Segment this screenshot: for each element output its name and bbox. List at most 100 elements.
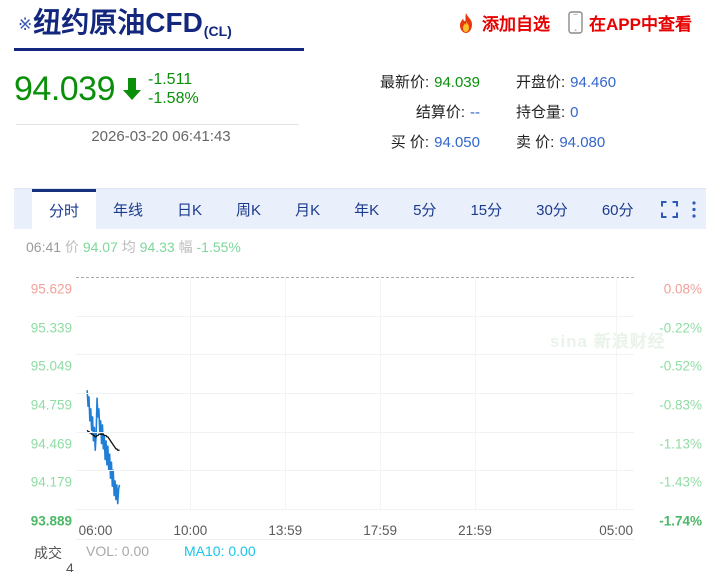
stat-value: -- — [470, 103, 480, 121]
stat-bid-price: 买 价: 94.050 — [330, 131, 480, 152]
readout-time: 06:41 — [26, 239, 62, 255]
price-tick: 94.759 — [30, 397, 72, 413]
percent-tick: -1.74% — [659, 513, 702, 529]
vertical-gridline — [474, 277, 476, 509]
tab-label: 分时 — [49, 203, 80, 220]
percent-tick: 0.08% — [663, 281, 702, 297]
gridline — [76, 431, 634, 433]
tab-8[interactable]: 30分 — [519, 189, 585, 229]
percent-axis: 0.08% -0.22% -0.52% -0.83% -1.13% -1.43% -1.74… — [636, 277, 702, 529]
time-tick: 13:59 — [268, 523, 303, 538]
tab-9[interactable]: 60分 — [585, 189, 651, 229]
view-in-app-label: 在APP中查看 — [589, 15, 692, 34]
tab-label: 60分 — [601, 201, 634, 219]
tab-1[interactable]: 年线 — [96, 189, 160, 229]
gridline — [76, 470, 634, 472]
quote-divider — [16, 124, 299, 125]
tab-4[interactable]: 月K — [278, 189, 337, 229]
chart-tabs: 分时 年线 日K 周K 月K 年K 5分 15分 30分 60分 — [32, 189, 651, 229]
tab-6[interactable]: 5分 — [396, 189, 453, 229]
fullscreen-icon[interactable] — [661, 200, 678, 218]
chart-tabbar: 分时 年线 日K 周K 月K 年K 5分 15分 30分 60分 — [14, 188, 706, 229]
last-price: 94.039 — [14, 70, 116, 108]
tab-0[interactable]: 分时 — [32, 189, 97, 229]
arrow-down-icon — [115, 76, 147, 102]
tab-label: 月K — [295, 201, 321, 219]
time-tick: 06:00 — [78, 523, 113, 538]
flame-icon — [456, 12, 476, 34]
volume-ma10-value: MA10: 0.00 — [184, 543, 256, 559]
tab-7[interactable]: 15分 — [453, 189, 519, 229]
time-tick: 05:00 — [599, 523, 634, 538]
tab-label: 日K — [177, 201, 203, 219]
price-line — [86, 390, 121, 505]
plot-inner — [76, 277, 634, 510]
volume-divider — [76, 539, 634, 540]
add-favorite-label: 添加自选 — [482, 15, 551, 34]
stat-value: 94.039 — [434, 73, 480, 91]
chart-area[interactable]: 06:41 价 94.07 均 94.33 幅 -1.55% sina 新浪财经… — [14, 229, 706, 572]
vertical-gridline — [285, 277, 287, 509]
vertical-gridline — [190, 277, 192, 509]
stat-label: 卖 价: — [516, 133, 555, 151]
stat-value: 0 — [570, 103, 579, 121]
readout-avg-value: 94.33 — [139, 239, 175, 255]
asterisk-icon: ※ — [18, 15, 33, 34]
stats-row: 结算价: -- 持仓量: 0 — [330, 96, 706, 126]
stat-value: 94.080 — [559, 133, 606, 151]
stats-row: 买 价: 94.050 卖 价: 94.080 — [330, 126, 706, 156]
volume-value: VOL: 0.00 — [86, 543, 150, 559]
percent-tick: -0.52% — [659, 358, 702, 374]
quote-panel: 94.039 -1.511 -1.58% 2026-03-20 06:41:43… — [0, 52, 706, 170]
tab-5[interactable]: 年K — [337, 189, 396, 229]
tab-label: 年线 — [113, 201, 144, 219]
stat-open-price: 开盘价: 94.460 — [480, 71, 706, 92]
stat-label: 结算价: — [415, 103, 465, 121]
tab-label: 5分 — [413, 201, 437, 219]
quote-timestamp: 2026-03-20 06:41:43 — [91, 128, 231, 145]
percent-tick: -0.22% — [659, 320, 702, 336]
plot-region[interactable]: sina 新浪财经 95.629 95.339 95.049 94.759 94.469… — [14, 265, 706, 529]
readout-avg-label: 均 — [121, 239, 136, 255]
price-tick: 93.889 — [30, 513, 72, 529]
tab-label: 15分 — [470, 201, 503, 219]
page-header: ※ 纽约原油CFD (CL) 添加自选 — [0, 0, 706, 52]
stock-title: ※ 纽约原油CFD (CL) — [18, 6, 232, 40]
gridline — [76, 393, 634, 394]
time-tick: 10:00 — [173, 523, 208, 538]
stat-label: 买 价: — [390, 133, 430, 151]
readout-pct-label: 幅 — [178, 239, 193, 255]
gridline — [76, 277, 634, 278]
tab-3[interactable]: 周K — [219, 189, 278, 229]
stat-last-price: 最新价: 94.039 — [330, 71, 480, 92]
stats-row: 最新价: 94.039 开盘价: 94.460 — [330, 66, 706, 96]
add-favorite-button[interactable]: 添加自选 — [456, 10, 550, 35]
tab-label: 年K — [354, 201, 380, 219]
price-deltas: -1.511 -1.58% — [148, 70, 199, 108]
more-vertical-icon[interactable] — [692, 200, 696, 218]
tab-2[interactable]: 日K — [160, 189, 219, 229]
volume-panel: 成交 4 VOL: 0.00 MA10: 0.00 — [14, 543, 706, 572]
volume-label: 成交 — [34, 545, 62, 561]
price-axis: 95.629 95.339 95.049 94.759 94.469 94.179 93.8… — [14, 277, 72, 529]
vertical-gridline — [380, 277, 382, 509]
time-tick: 21:59 — [458, 523, 492, 538]
stat-label: 持仓量: — [516, 103, 566, 121]
stat-label: 开盘价: — [516, 73, 566, 91]
price-tick: 94.469 — [30, 436, 72, 452]
stat-ask-price: 卖 价: 94.080 — [480, 131, 706, 152]
stat-settlement-price: 结算价: -- — [330, 101, 480, 122]
price-tick: 95.629 — [30, 281, 72, 297]
readout-pct-value: -1.55% — [196, 239, 241, 255]
price-tick: 95.049 — [30, 358, 72, 374]
sina-watermark: sina 新浪财经 — [550, 332, 666, 351]
phone-icon — [568, 11, 583, 34]
stock-code: (CL) — [203, 23, 232, 39]
stat-value: 94.050 — [434, 133, 480, 151]
gridline — [76, 509, 634, 510]
price-series-svg — [86, 390, 121, 505]
volume-sublabel: 4 — [66, 560, 74, 572]
time-axis: 06:00 10:00 13:59 17:59 21:59 05:00 — [76, 523, 690, 543]
readout-price-label: 价 — [64, 239, 79, 255]
view-in-app-button[interactable]: 在APP中查看 — [568, 10, 692, 35]
